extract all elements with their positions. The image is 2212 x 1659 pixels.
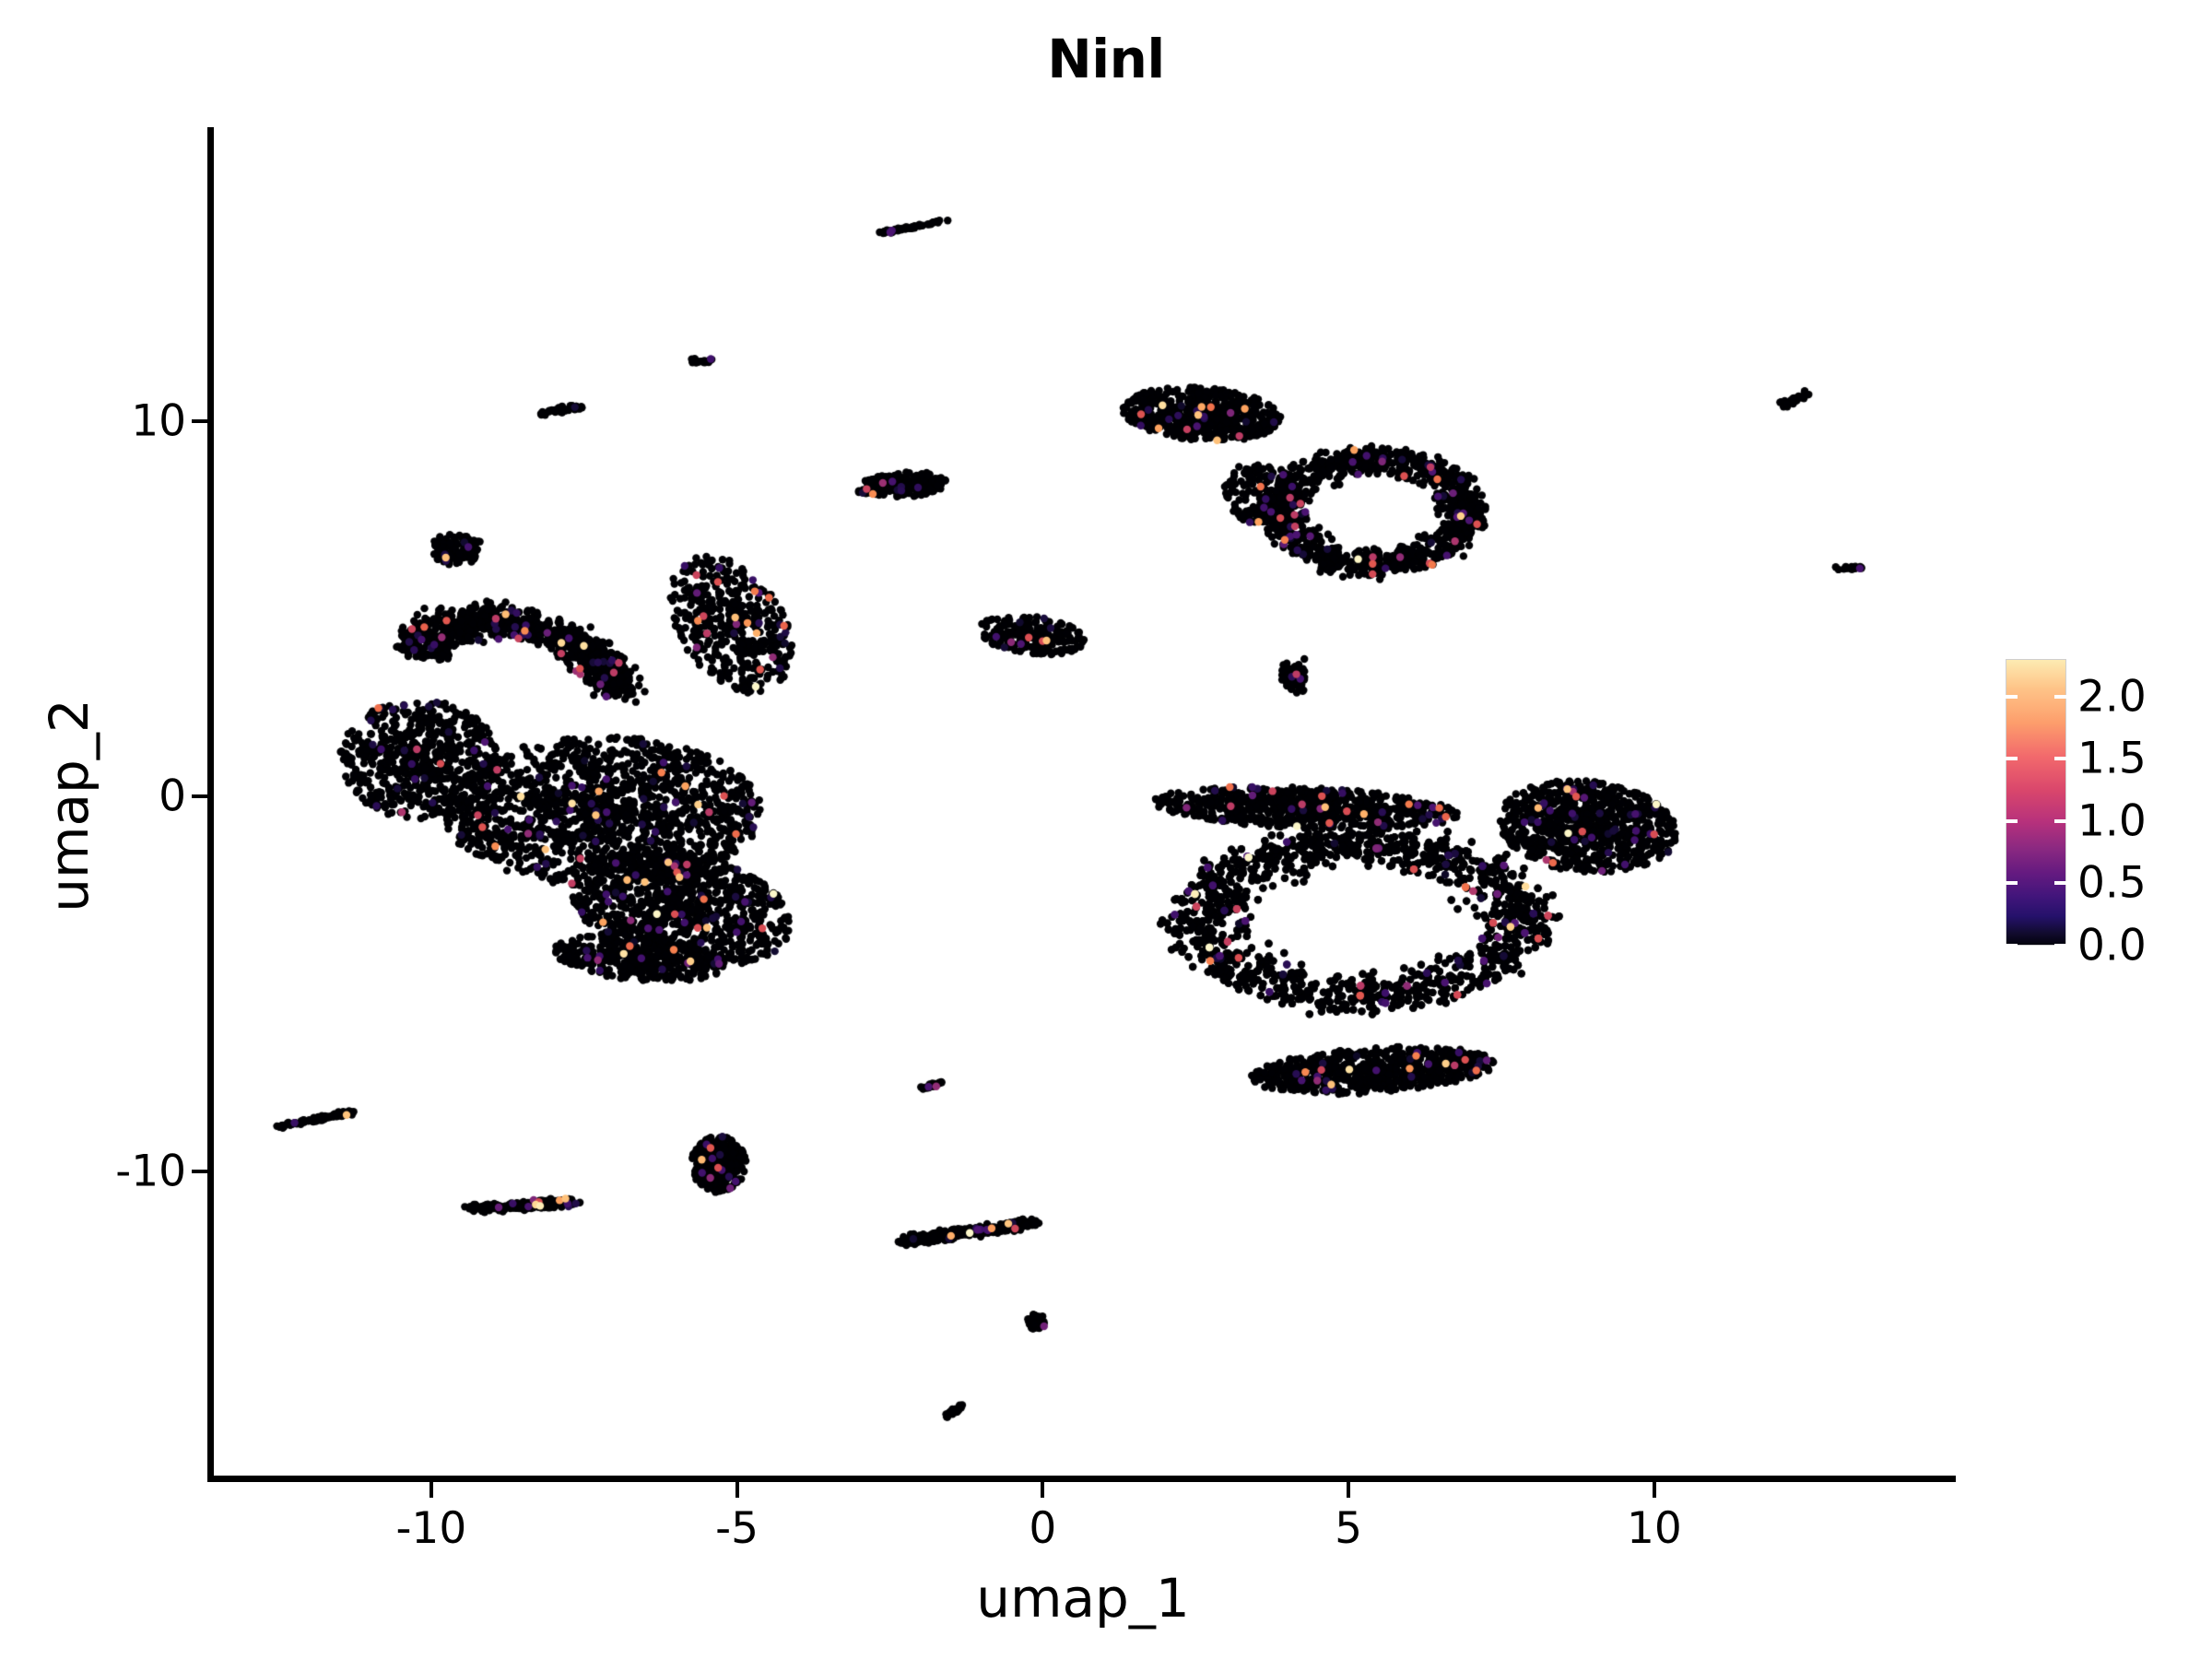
colorbar-gradient — [2006, 659, 2066, 946]
x-tick-mark — [1347, 1482, 1351, 1498]
x-tick-label: -5 — [715, 1503, 759, 1554]
colorbar-tick-mark — [2006, 944, 2018, 947]
colorbar-tick-label: 2.0 — [2077, 671, 2147, 723]
colorbar-tick-mark — [2006, 881, 2018, 886]
colorbar-tick-mark — [2054, 944, 2066, 947]
y-tick-mark — [192, 794, 207, 799]
colorbar-tick-mark — [2054, 818, 2066, 823]
x-tick-label: 0 — [1029, 1503, 1057, 1554]
colorbar-tick-mark — [2054, 694, 2066, 699]
y-tick-label: -10 — [115, 1146, 186, 1197]
colorbar-tick-label: 0.0 — [2077, 920, 2147, 971]
colorbar-tick-mark — [2006, 818, 2018, 823]
x-axis-spine — [207, 1476, 1956, 1482]
scatter-points-canvas — [211, 129, 1954, 1479]
colorbar-tick-mark — [2006, 694, 2018, 699]
colorbar-tick-mark — [2006, 757, 2018, 761]
page-title: Ninl — [1047, 28, 1165, 90]
colorbar-tick-label: 1.5 — [2077, 733, 2147, 784]
colorbar-tick-mark — [2054, 757, 2066, 761]
x-tick-mark — [1041, 1482, 1045, 1498]
y-axis-label: umap_2 — [38, 699, 100, 912]
x-tick-label: 5 — [1335, 1503, 1363, 1554]
x-axis-label: umap_1 — [976, 1567, 1190, 1630]
colorbar-tick-label: 0.5 — [2077, 857, 2147, 909]
colorbar-tick-label: 1.0 — [2077, 795, 2147, 847]
y-tick-label: 10 — [131, 395, 186, 447]
x-tick-mark — [429, 1482, 433, 1498]
y-axis-spine — [207, 127, 214, 1482]
y-tick-mark — [192, 1170, 207, 1174]
colorbar — [2006, 659, 2066, 947]
colorbar-tick-mark — [2054, 881, 2066, 886]
y-tick-label: 0 — [159, 771, 186, 822]
x-tick-label: -10 — [395, 1503, 467, 1554]
x-tick-mark — [1652, 1482, 1656, 1498]
y-tick-mark — [192, 419, 207, 424]
x-tick-mark — [735, 1482, 739, 1498]
plot-area — [211, 129, 1954, 1479]
x-tick-label: 10 — [1626, 1503, 1682, 1554]
